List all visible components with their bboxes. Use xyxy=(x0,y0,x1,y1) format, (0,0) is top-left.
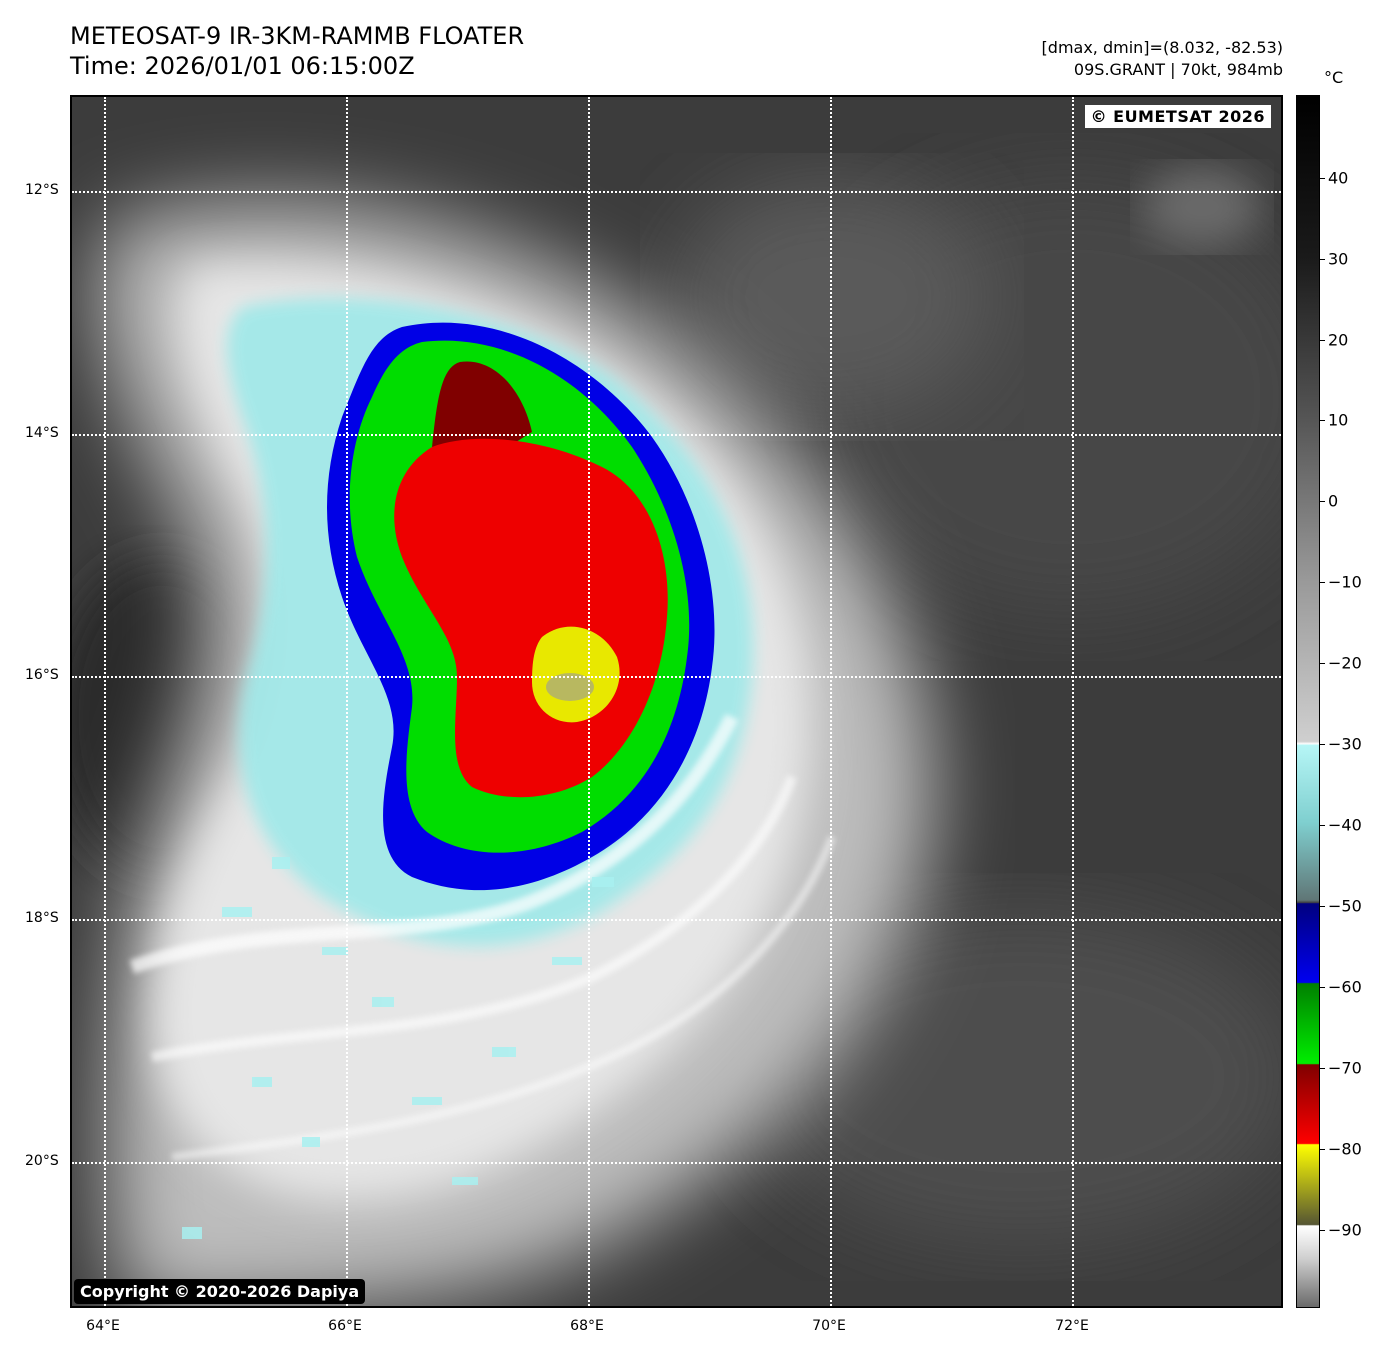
colorbar-tick-label: 40 xyxy=(1328,168,1349,188)
storm-info-label: 09S.GRANT | 70kt, 984mb xyxy=(1073,60,1283,79)
satellite-map: © EUMETSAT 2026 Copyright © 2020-2026 Da… xyxy=(70,95,1283,1308)
colorbar-tick-label: 30 xyxy=(1328,249,1349,269)
lat-label: 14°S xyxy=(25,425,59,441)
lat-label: 16°S xyxy=(25,667,59,683)
lat-label: 12°S xyxy=(25,182,59,198)
colorbar-tick-label: 10 xyxy=(1328,410,1349,430)
eumetsat-credit: © EUMETSAT 2026 xyxy=(1084,105,1271,128)
colorbar-tick-label: −40 xyxy=(1328,815,1362,835)
colorbar-unit: °C xyxy=(1324,68,1344,87)
colorbar-tick-label: −90 xyxy=(1328,1220,1362,1240)
colorbar-tick-label: −50 xyxy=(1328,896,1362,916)
colorbar-tick-label: −70 xyxy=(1328,1058,1362,1078)
lon-label: 72°E xyxy=(1055,1318,1089,1334)
time-label: Time: 2026/01/01 06:15:00Z xyxy=(70,52,415,80)
colorbar-tick-label: −60 xyxy=(1328,977,1362,997)
lon-label: 70°E xyxy=(812,1318,846,1334)
colorbar-tick-label: −20 xyxy=(1328,653,1362,673)
dmax-dmin-label: [dmax, dmin]=(8.032, -82.53) xyxy=(1041,38,1283,57)
copyright-badge: Copyright © 2020-2026 Dapiya xyxy=(74,1279,366,1304)
colorbar-tick-label: 0 xyxy=(1328,491,1339,511)
lon-label: 66°E xyxy=(328,1318,362,1334)
lon-label: 68°E xyxy=(570,1318,604,1334)
colorbar-tick-label: −30 xyxy=(1328,734,1362,754)
cloud-imagery xyxy=(72,97,1281,1306)
chart-title: METEOSAT-9 IR-3KM-RAMMB FLOATER xyxy=(70,22,525,50)
colorbar-tick-label: −10 xyxy=(1328,572,1362,592)
lat-label: 20°S xyxy=(25,1153,59,1169)
colorbar-tick-label: −80 xyxy=(1328,1139,1362,1159)
lat-label: 18°S xyxy=(25,910,59,926)
lon-label: 64°E xyxy=(86,1318,120,1334)
colorbar-tick-label: 20 xyxy=(1328,330,1349,350)
colorbar xyxy=(1296,95,1320,1308)
